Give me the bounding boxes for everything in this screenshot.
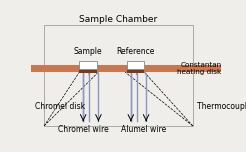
Text: Constantan
heating disk: Constantan heating disk — [177, 62, 221, 75]
Bar — [31, 65, 221, 72]
Text: Alumel wire: Alumel wire — [121, 125, 166, 134]
Text: Sample Chamber: Sample Chamber — [79, 15, 158, 24]
Text: Sample: Sample — [74, 47, 102, 56]
Bar — [44, 25, 193, 126]
Bar — [79, 61, 96, 69]
Text: Chromel wire: Chromel wire — [58, 125, 108, 134]
Bar — [127, 67, 144, 73]
Bar — [127, 61, 144, 69]
Text: Chromel disk: Chromel disk — [34, 102, 85, 111]
Bar — [79, 67, 96, 73]
Text: Thermocouple junction: Thermocouple junction — [197, 102, 246, 111]
Text: Reference: Reference — [116, 47, 155, 56]
